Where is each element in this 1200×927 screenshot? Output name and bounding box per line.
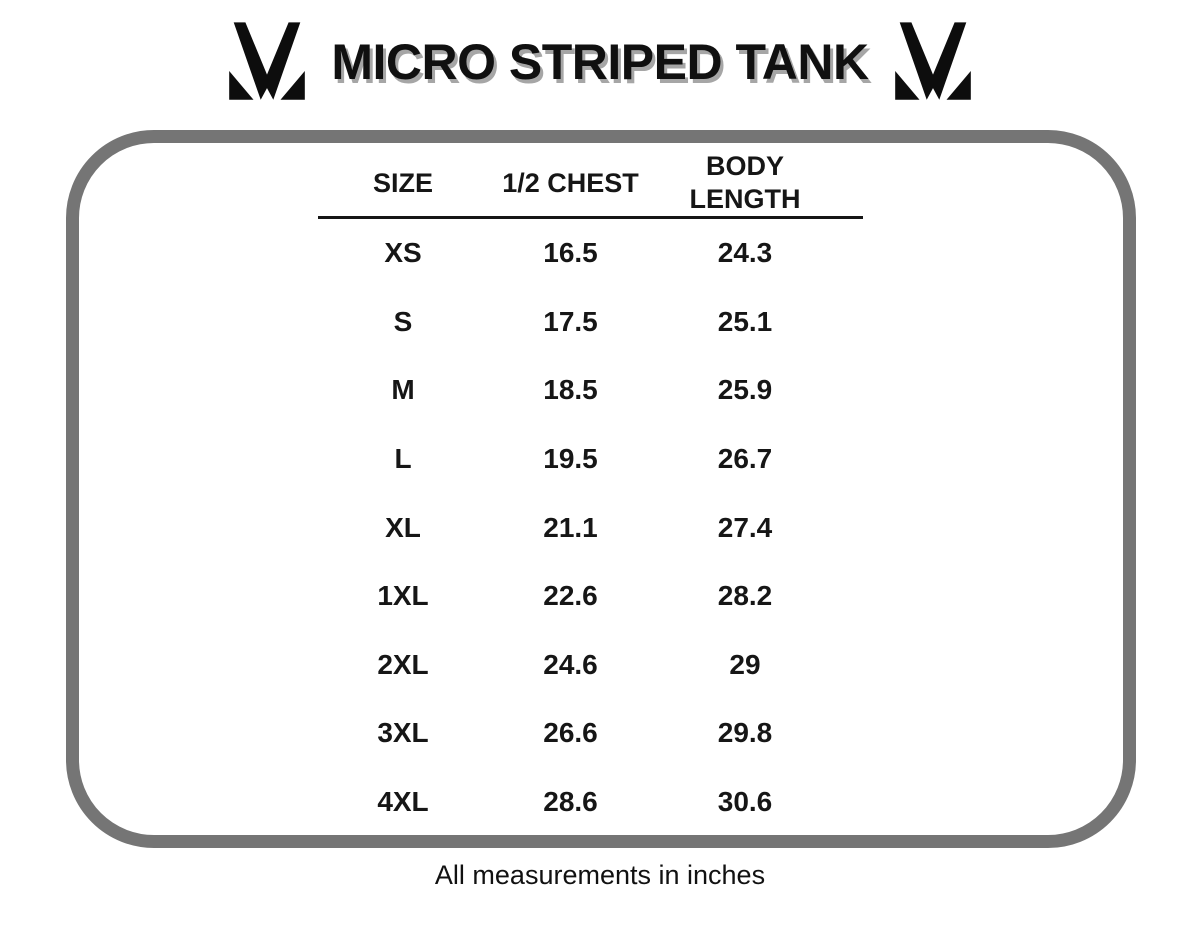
half-chest-cell: 28.6 [543,786,598,818]
body-length-cell: 27.4 [717,511,773,543]
table-row: XL 21.1 27.4 [318,493,863,562]
table-body: XS 16.5 24.3 S 17.5 25.1 M 18.5 25.9 L 19.5 26.7 XL 2… [318,219,863,836]
page-title: MICRO STRIPED TANK [331,34,869,90]
table-row: 4XL 28.6 30.6 [318,768,863,837]
body-length-cell: 26.7 [717,443,773,475]
body-length-cell: 28.2 [717,580,773,612]
brand-m-logo-icon [881,17,985,107]
size-cell: L [394,443,412,475]
half-chest-cell: 17.5 [543,305,598,337]
half-chest-cell: 21.1 [543,511,598,543]
table-row: 1XL 22.6 28.2 [318,562,863,631]
table-row: M 18.5 25.9 [318,356,863,425]
size-cell: S [393,305,413,337]
table-row: S 17.5 25.1 [318,288,863,357]
measurements-note: All measurements in inches [434,860,766,890]
body-length-cell: 24.3 [717,237,773,269]
half-chest-cell: 26.6 [543,717,598,749]
half-chest-cell: 18.5 [543,374,598,406]
column-header-half-chest: 1/2 CHEST [502,167,639,198]
size-cell: XS [384,237,422,269]
column-header-size: SIZE [372,167,433,198]
half-chest-cell: 19.5 [543,443,598,475]
table-row: L 19.5 26.7 [318,425,863,494]
size-cell: 4XL [377,786,429,818]
body-length-cell: 29 [729,648,761,680]
table-row: 2XL 24.6 29 [318,631,863,700]
body-length-cell: 29.8 [717,717,773,749]
body-length-cell: 30.6 [717,786,773,818]
table-header-row: SIZE 1/2 CHEST BODY LENGTH [318,150,863,216]
half-chest-cell: 24.6 [543,648,598,680]
half-chest-cell: 16.5 [543,237,598,269]
half-chest-cell: 22.6 [543,580,598,612]
size-cell: 1XL [377,580,429,612]
header-divider [318,216,863,219]
size-cell: 3XL [377,717,429,749]
body-length-cell: 25.1 [717,305,773,337]
size-table: SIZE 1/2 CHEST BODY LENGTH XS 16.5 24.3 S 17… [318,150,863,836]
body-length-cell: 25.9 [717,374,773,406]
header: MICRO STRIPED TANK [0,10,1200,114]
size-cell: 2XL [377,648,429,680]
table-row: 3XL 26.6 29.8 [318,699,863,768]
size-cell: M [391,374,415,406]
column-header-body-length: BODY LENGTH [689,151,801,214]
brand-m-logo-icon [215,17,319,107]
size-chart-box: SIZE 1/2 CHEST BODY LENGTH XS 16.5 24.3 S 17… [66,130,1136,848]
table-row: XS 16.5 24.3 [318,219,863,288]
size-cell: XL [385,511,421,543]
